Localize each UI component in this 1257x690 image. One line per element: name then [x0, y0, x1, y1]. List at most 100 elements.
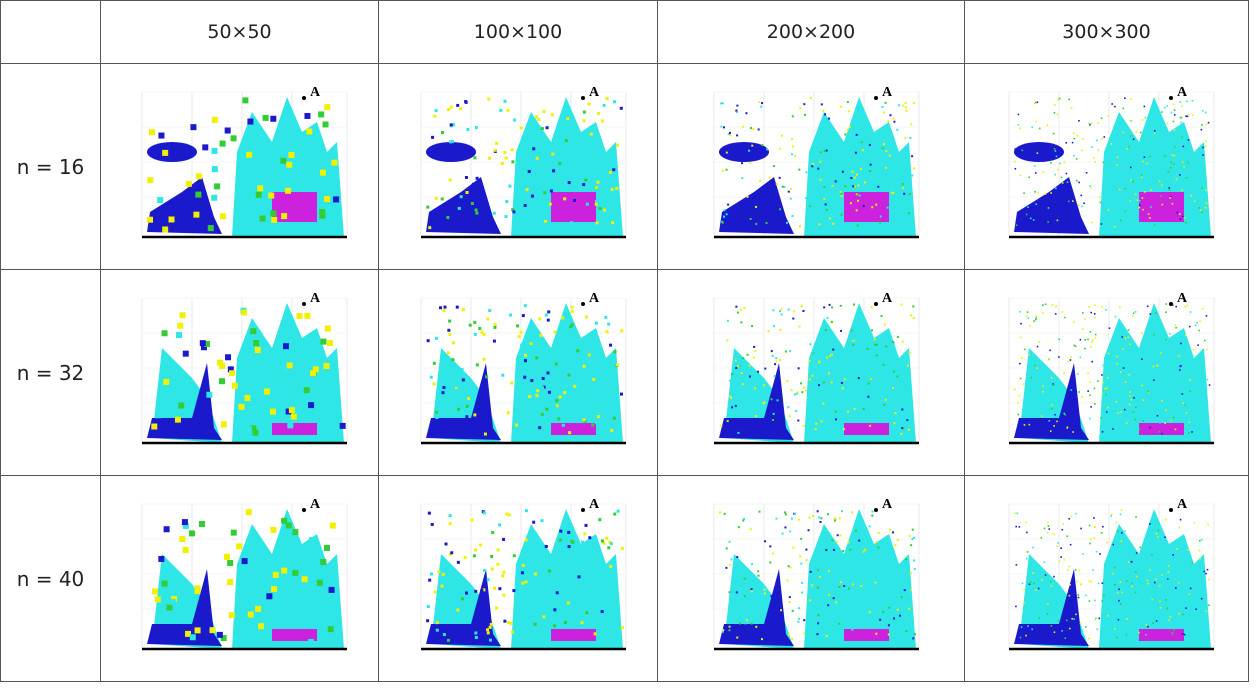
scatter-dot	[287, 421, 294, 428]
scatter-dot	[542, 109, 546, 113]
scatter-dot	[1129, 97, 1132, 100]
scatter-dot	[1184, 334, 1187, 336]
scatter-dot	[436, 569, 440, 573]
scatter-dot	[1031, 630, 1033, 633]
scatter-dot	[1078, 390, 1080, 393]
scatter-dot	[822, 380, 825, 383]
scatter-dot	[1049, 580, 1052, 582]
scatter-dot	[230, 134, 237, 141]
scatter-dot	[818, 160, 821, 163]
scatter-dot	[515, 323, 519, 327]
scatter-dot	[1035, 120, 1037, 122]
scatter-dot	[876, 185, 879, 188]
scatter-dot	[766, 329, 769, 332]
scatter-dot	[151, 423, 158, 430]
scatter-dot	[1151, 553, 1153, 556]
scatter-dot	[855, 173, 858, 176]
scatter-dot	[1206, 378, 1209, 380]
scatter-dot	[485, 317, 489, 321]
scatter-dot	[1139, 569, 1142, 572]
scatter-dot	[534, 114, 538, 118]
scatter-dot	[719, 101, 722, 104]
scatter-dot	[276, 381, 283, 388]
scatter-dot	[556, 416, 560, 420]
scatter-dot	[266, 592, 273, 599]
scatter-dot	[889, 587, 892, 590]
scatter-dot	[605, 197, 609, 201]
scatter-dot	[1066, 426, 1069, 429]
scatter-dot	[1019, 310, 1021, 313]
scatter-dot	[1168, 332, 1171, 335]
scatter-dot	[739, 308, 742, 311]
scatter-dot	[1195, 362, 1198, 365]
scatter-dot	[1170, 419, 1172, 421]
scatter-dot	[609, 541, 613, 545]
scatter-dot	[1165, 577, 1168, 580]
magenta-region	[550, 191, 596, 222]
scatter-dot	[1029, 217, 1032, 219]
scatter-dot	[1166, 606, 1168, 609]
blue-region	[718, 141, 769, 162]
scatter-dot	[600, 609, 604, 613]
scatter-dot	[810, 583, 813, 586]
scatter-dot	[752, 345, 755, 348]
scatter-dot	[504, 512, 508, 516]
panel-label: A	[1177, 291, 1188, 306]
scatter-dot	[1097, 121, 1099, 124]
scatter-dot	[514, 423, 518, 427]
scatter-dot	[1129, 390, 1132, 393]
header-row: 50×50 100×100 200×200 300×300	[0, 0, 1249, 64]
scatter-dot	[1132, 205, 1135, 208]
scatter-dot	[182, 423, 189, 430]
scatter-dot	[1081, 149, 1083, 151]
scatter-dot	[533, 622, 537, 626]
scatter-dot	[1139, 131, 1142, 133]
scatter-dot	[553, 592, 557, 596]
scatter-dot	[1136, 198, 1139, 201]
scatter-dot	[527, 169, 531, 173]
scatter-dot	[1176, 211, 1179, 213]
scatter-dot	[1104, 387, 1106, 390]
table-row: n = 16 A A A A	[0, 63, 1249, 270]
scatter-dot	[1124, 529, 1126, 532]
scatter-dot	[487, 156, 491, 160]
scatter-dot	[1170, 161, 1173, 163]
image-cell: A	[100, 475, 379, 682]
scatter-dot	[1165, 518, 1167, 521]
scatter-dot	[1053, 575, 1055, 577]
scatter-dot	[1122, 366, 1125, 369]
magenta-region	[1139, 628, 1184, 641]
scatter-dot	[850, 628, 853, 631]
scatter-dot	[1090, 186, 1092, 189]
scatter-dot	[1031, 125, 1033, 128]
scatter-dot	[1138, 203, 1141, 206]
scatter-dot	[818, 575, 821, 578]
scatter-dot	[1142, 208, 1144, 210]
cyan-region	[232, 508, 344, 649]
scatter-dot	[1165, 310, 1167, 313]
scatter-dot	[1205, 609, 1208, 612]
cyan-region	[1099, 508, 1211, 649]
blue-region	[718, 568, 794, 646]
scatter-dot	[440, 390, 444, 394]
cyan-region	[803, 302, 916, 443]
scatter-dot	[1071, 617, 1073, 620]
scatter-dot	[824, 548, 827, 551]
scatter-dot	[271, 216, 278, 223]
scatter-dot	[900, 595, 903, 598]
scatter-dot	[1131, 585, 1133, 587]
scatter-dot	[809, 570, 812, 573]
scatter-dot	[1201, 186, 1204, 189]
scatter-dot	[816, 167, 819, 170]
scatter-dot	[604, 214, 608, 218]
scatter-dot	[882, 111, 885, 114]
scatter-dot	[1188, 405, 1191, 407]
scatter-dot	[190, 123, 197, 130]
scatter-dot	[878, 618, 881, 621]
scatter-dot	[446, 350, 450, 354]
scatter-dot	[511, 209, 515, 213]
scatter-dot	[563, 597, 567, 601]
scatter-dot	[503, 214, 507, 218]
blue-region	[425, 568, 501, 646]
scatter-dot	[904, 105, 907, 108]
